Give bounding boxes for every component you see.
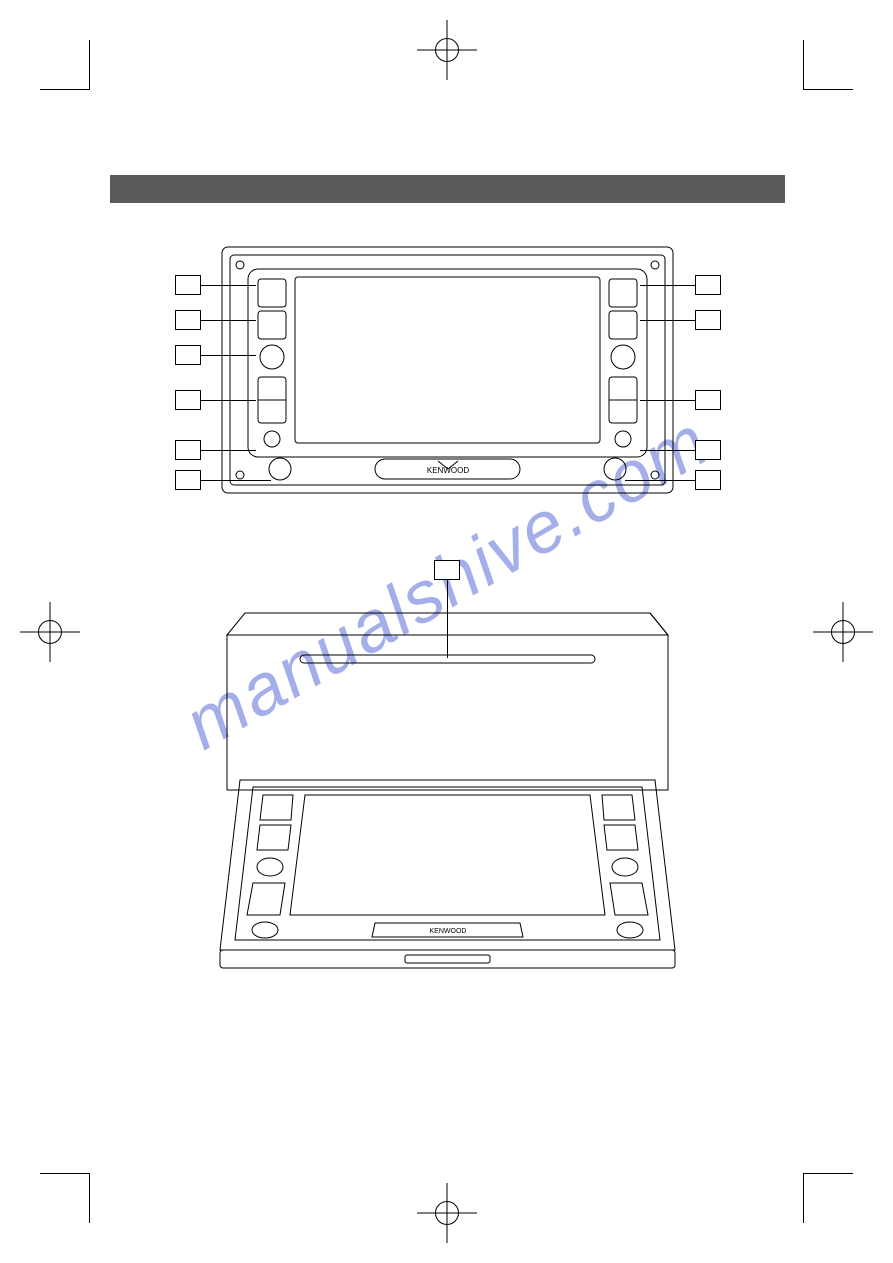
section-title-bar xyxy=(110,175,785,203)
callout-box-r4 xyxy=(695,440,721,460)
callout-line-l1 xyxy=(201,285,256,286)
callout-line-r5 xyxy=(625,480,695,481)
diagram-front-panel: KENWOOD xyxy=(220,245,675,495)
callout-line-r2 xyxy=(640,320,695,321)
callout-line-l5 xyxy=(201,450,256,451)
brand-label-top: KENWOOD xyxy=(427,466,469,475)
callout-box-r5 xyxy=(695,470,721,490)
callout-line-r1 xyxy=(640,285,695,286)
callout-line-l3 xyxy=(201,355,256,356)
callout-box-l5 xyxy=(175,440,201,460)
registration-mark-top xyxy=(417,20,477,80)
callout-box-r2 xyxy=(695,310,721,330)
callout-box-l3 xyxy=(175,345,201,365)
callout-line-l2 xyxy=(201,320,256,321)
callout-box-r1 xyxy=(695,275,721,295)
callout-line-r4 xyxy=(640,450,695,451)
callout-box-12 xyxy=(434,560,460,580)
callout-box-l4 xyxy=(175,390,201,410)
registration-mark-bottom xyxy=(417,1183,477,1243)
callout-line-r3 xyxy=(640,400,695,401)
callout-line-l4 xyxy=(201,400,256,401)
callout-line-l6 xyxy=(201,480,271,481)
callout-box-l6 xyxy=(175,470,201,490)
brand-label-bottom: KENWOOD xyxy=(430,928,467,935)
callout-box-r3 xyxy=(695,390,721,410)
registration-mark-right xyxy=(813,602,873,662)
callout-box-l2 xyxy=(175,310,201,330)
callout-line-12 xyxy=(447,580,448,658)
registration-mark-left xyxy=(20,602,80,662)
callout-box-l1 xyxy=(175,275,201,295)
diagram-panel-open: KENWOOD xyxy=(205,605,690,975)
